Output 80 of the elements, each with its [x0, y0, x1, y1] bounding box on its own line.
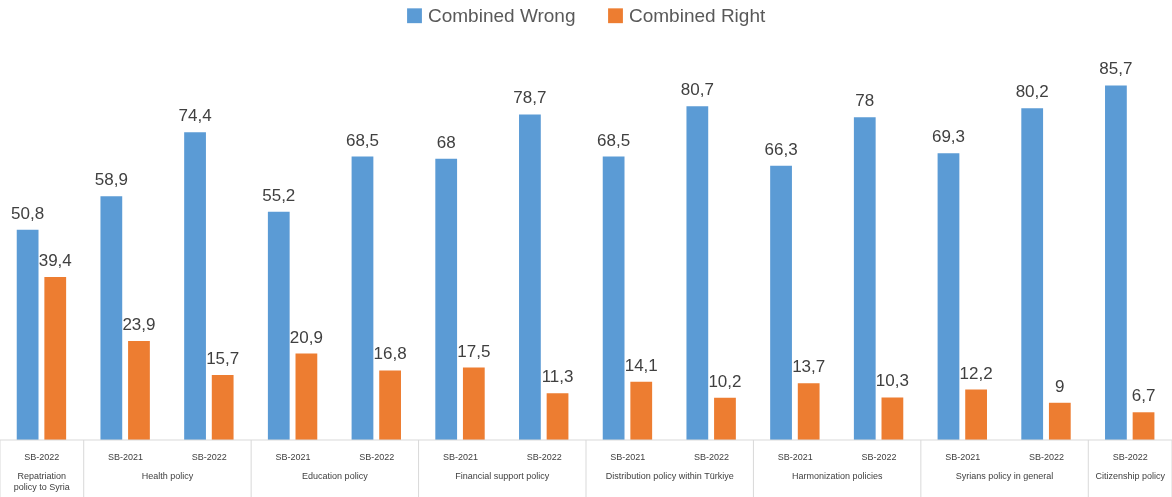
bar: [770, 165, 792, 440]
x-tick-label: SB-2021: [777, 452, 813, 462]
x-tick-label: SB-2021: [108, 452, 144, 462]
x-tick-label: SB-2022: [191, 452, 227, 462]
data-label: 17,5: [457, 341, 491, 361]
text: Health policy: [141, 471, 194, 481]
x-tick-label: SB-2021: [945, 452, 981, 462]
bar: [44, 277, 67, 440]
x-tick-label: SB-2022: [1112, 452, 1148, 462]
bar: [686, 106, 709, 440]
text: Repatriation policy to Syria: [13, 471, 70, 492]
x-tick-label: SB-2022: [526, 452, 562, 462]
data-label: 80,7: [680, 80, 714, 100]
x-tick-label: SB-2021: [610, 452, 646, 462]
x-tick-label: SB-2022: [861, 452, 897, 462]
data-label: 58,9: [94, 170, 128, 190]
bar: [128, 341, 150, 440]
legend-label: Combined Wrong: [428, 4, 576, 26]
data-label: 69,3: [931, 127, 966, 147]
data-label: 85,7: [1099, 59, 1133, 79]
bar: [937, 153, 960, 440]
x-tick-label: SB-2022: [359, 452, 395, 462]
bar: [546, 393, 569, 440]
bar: [379, 370, 401, 440]
bar: [797, 383, 820, 440]
bar: [1021, 108, 1044, 440]
data-label: 23,9: [122, 315, 156, 335]
text: Harmonization policies: [791, 471, 883, 481]
data-label: 6,7: [1131, 386, 1156, 406]
data-label: 55,2: [262, 185, 296, 205]
bar: [351, 156, 374, 440]
data-label: 15,7: [206, 349, 240, 369]
legend-label: Combined Right: [629, 4, 766, 26]
bar: [100, 196, 123, 440]
data-label: 68,5: [597, 130, 631, 150]
bar: [714, 397, 736, 440]
x-tick-label: SB-2022: [1028, 452, 1064, 462]
bar: [184, 132, 206, 440]
bar: [1048, 402, 1071, 440]
bar: [16, 229, 39, 440]
data-label: 78: [855, 91, 875, 111]
bar: [881, 397, 904, 440]
data-label: 68: [436, 132, 456, 152]
text: Financial support policy: [455, 471, 550, 481]
data-label: 68,5: [345, 130, 380, 150]
x-tick-label: SB-2022: [694, 452, 730, 462]
text: Distribution policy within Türkiye: [605, 471, 734, 481]
data-label: 78,7: [513, 88, 547, 108]
text: Education policy: [302, 471, 369, 481]
data-label: 10,3: [875, 371, 909, 391]
x-tick-label: SB-2021: [442, 452, 478, 462]
data-label: 9: [1055, 376, 1065, 396]
text: Syrians policy in general: [955, 471, 1054, 481]
data-label: 16,8: [373, 344, 407, 364]
data-label: 10,2: [708, 371, 742, 391]
data-label: 50,8: [11, 203, 45, 223]
bar: [462, 367, 485, 440]
data-label: 12,2: [959, 363, 993, 383]
bar: [519, 114, 541, 440]
x-tick-label: SB-2021: [275, 452, 311, 462]
data-label: 74,4: [178, 106, 212, 126]
data-label: 66,3: [764, 139, 798, 159]
bar: [1132, 412, 1155, 440]
bar: [602, 156, 625, 440]
data-label: 14,1: [624, 355, 658, 375]
data-label: 13,7: [792, 357, 826, 377]
text: Citizenship policy: [1095, 471, 1166, 481]
x-tick-label: SB-2022: [24, 452, 60, 462]
bar: [435, 158, 458, 440]
bar: [211, 375, 234, 440]
data-label: 11,3: [541, 367, 574, 387]
bar: [295, 353, 318, 440]
bar: [267, 211, 290, 440]
data-label: 39,4: [38, 251, 72, 270]
bar: [630, 381, 653, 440]
bar: [965, 389, 987, 440]
bar: [853, 117, 876, 440]
bar: [1105, 85, 1127, 440]
data-label: 80,2: [1015, 82, 1049, 102]
data-label: 20,9: [289, 327, 323, 347]
